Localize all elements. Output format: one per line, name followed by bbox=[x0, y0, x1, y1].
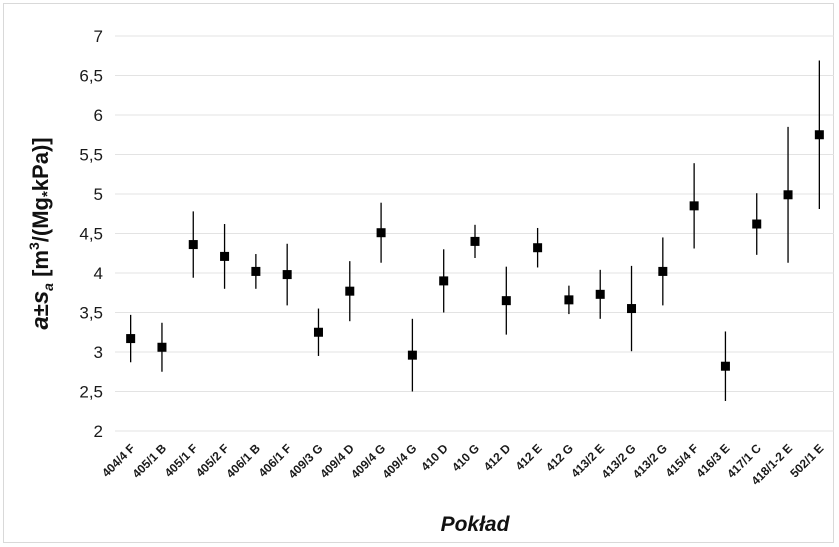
y-tick-label: 3,5 bbox=[79, 304, 103, 323]
y-tick-label: 4 bbox=[94, 264, 103, 283]
x-tick-label: 502/1 E bbox=[787, 441, 826, 480]
y-tick-label: 2 bbox=[94, 422, 103, 441]
data-point bbox=[407, 350, 417, 360]
data-point bbox=[783, 190, 793, 200]
y-tick-label: 4,5 bbox=[79, 225, 103, 244]
data-point bbox=[188, 240, 198, 250]
data-point bbox=[313, 327, 323, 337]
y-axis-title-s: s bbox=[27, 291, 54, 304]
data-point bbox=[689, 201, 699, 211]
y-tick-label: 3 bbox=[94, 343, 103, 362]
y-axis-title: a±sa [m3/(Mg*kPa)] bbox=[26, 137, 56, 329]
data-point bbox=[564, 295, 574, 305]
x-tick-label: 412 D bbox=[481, 441, 514, 474]
x-tick-label: 415/4 F bbox=[663, 441, 702, 480]
y-axis-title-dot: * bbox=[39, 191, 56, 197]
data-point bbox=[814, 130, 824, 140]
data-point bbox=[627, 304, 637, 314]
data-point bbox=[282, 270, 292, 280]
x-tick-label: 406/1 B bbox=[223, 441, 263, 481]
y-axis-title-var: a bbox=[27, 316, 54, 329]
data-point bbox=[595, 289, 605, 299]
data-point bbox=[220, 251, 230, 261]
x-tick-label: 410 D bbox=[418, 441, 451, 474]
data-point bbox=[157, 342, 167, 352]
x-tick-label: 409/3 G bbox=[286, 441, 326, 481]
data-point bbox=[533, 243, 543, 253]
y-axis-title-sub: a bbox=[40, 283, 56, 291]
data-point bbox=[752, 219, 762, 229]
data-point bbox=[501, 296, 511, 306]
y-tick-label: 6 bbox=[94, 106, 103, 125]
x-tick-label: 405/1 B bbox=[129, 441, 169, 481]
y-tick-label: 7 bbox=[94, 27, 103, 46]
y-tick-labels: 2 2,5 3 3,5 4 4,5 5 5,5 6 6,5 7 bbox=[79, 27, 103, 441]
data-point bbox=[251, 266, 261, 276]
x-tick-label: 412 E bbox=[513, 441, 545, 473]
y-tick-label: 2,5 bbox=[79, 383, 103, 402]
y-axis-title-unit-open: [m bbox=[28, 250, 53, 283]
y-tick-label: 5,5 bbox=[79, 146, 103, 165]
chart-frame: 2 2,5 3 3,5 4 4,5 5 5,5 6 6,5 7 404/4 F 405/1 B 405/… bbox=[3, 3, 834, 543]
data-point bbox=[376, 228, 386, 238]
data-point bbox=[658, 266, 668, 276]
x-tick-label: 409/4 G bbox=[379, 441, 419, 481]
y-tick-label: 5 bbox=[94, 185, 103, 204]
data-point bbox=[720, 361, 730, 371]
data-point bbox=[439, 276, 449, 286]
x-tick-label: 413/2 G bbox=[630, 441, 670, 481]
x-axis-title: Pokład bbox=[441, 513, 511, 536]
data-marks bbox=[126, 60, 824, 401]
y-axis-title-sup: 3 bbox=[26, 242, 42, 250]
y-tick-label: 6,5 bbox=[79, 67, 103, 86]
data-point bbox=[345, 286, 355, 296]
y-axis-title-pm: ± bbox=[28, 304, 53, 316]
y-axis-title-unit-mid: /(Mg bbox=[28, 197, 53, 242]
x-tick-label: 405/1 F bbox=[162, 441, 201, 480]
x-tick-label: 410 G bbox=[449, 441, 482, 474]
y-axis-title-unit-close: kPa)] bbox=[28, 137, 53, 191]
data-point bbox=[470, 236, 480, 246]
data-point bbox=[126, 334, 136, 344]
